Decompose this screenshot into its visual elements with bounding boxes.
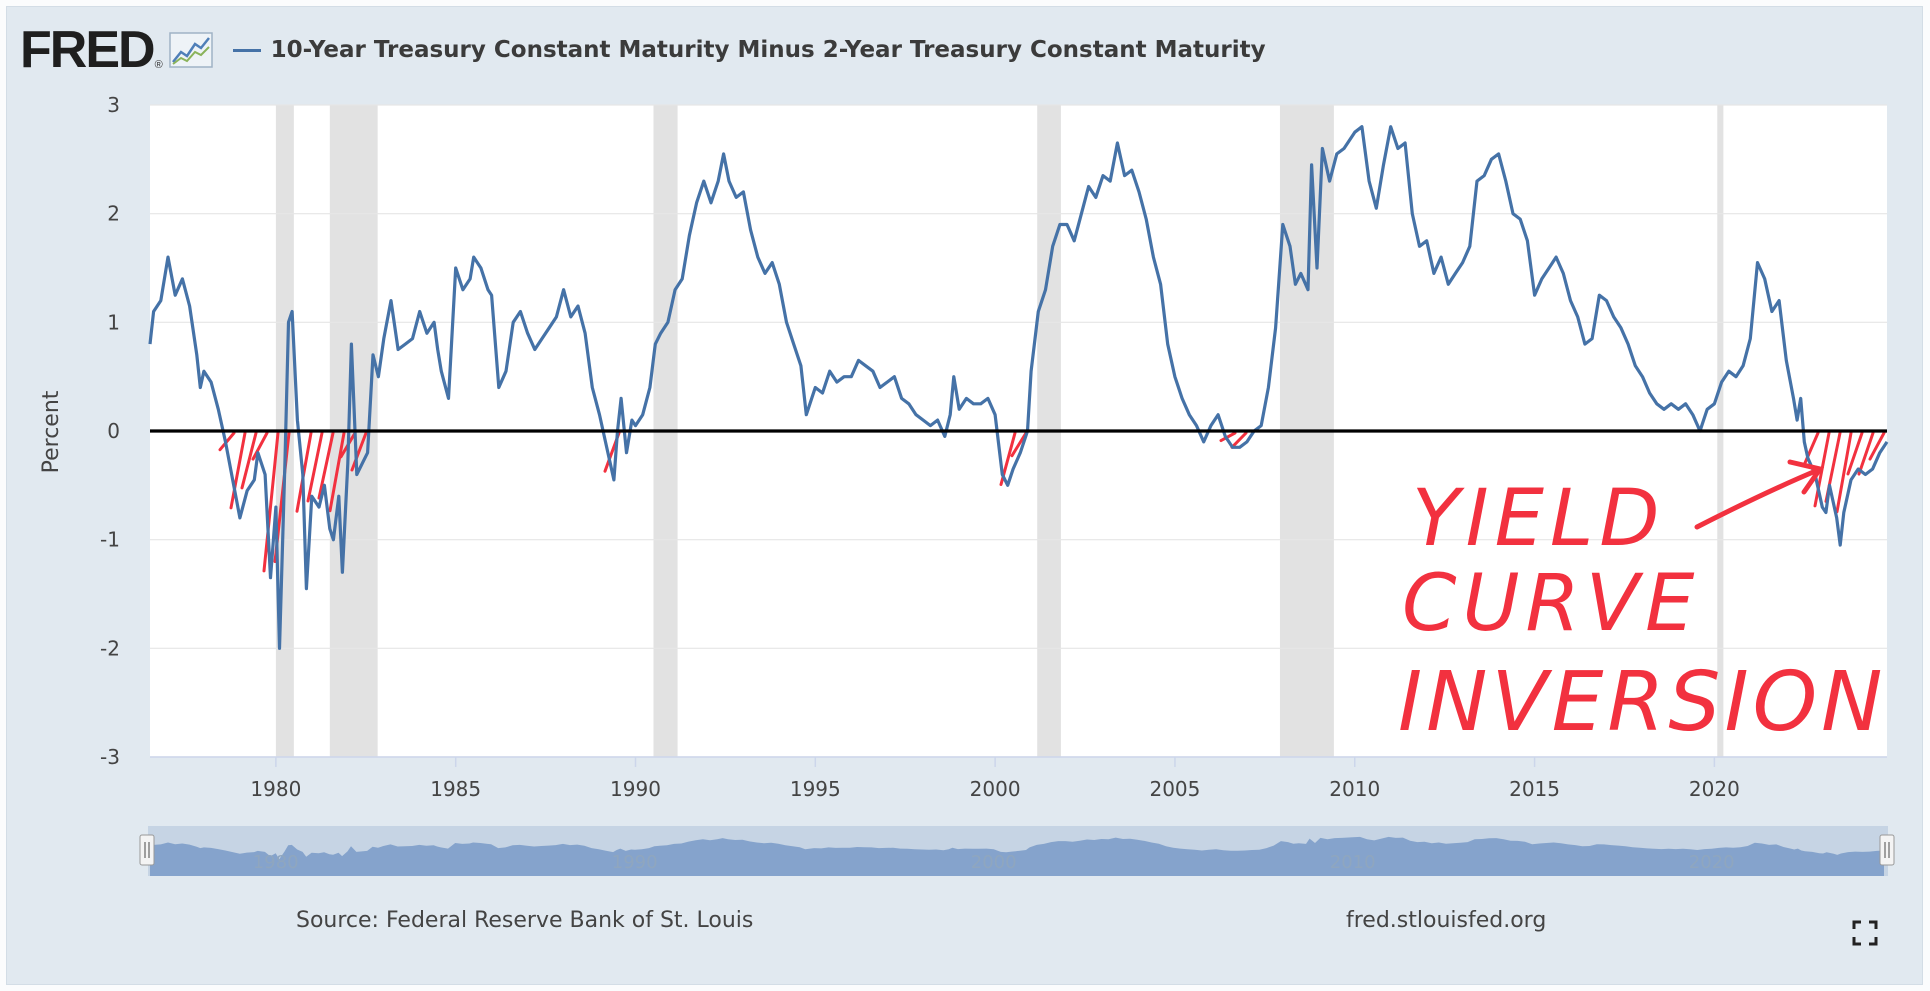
x-tick-label: 2020 — [1689, 777, 1740, 801]
y-tick-label: -2 — [100, 636, 120, 660]
y-axis-title: Percent — [39, 390, 64, 473]
hatch-stroke — [1010, 431, 1028, 458]
range-navigator[interactable]: 1980 1990 2000 2010 2020 — [139, 826, 1895, 876]
hatch-stroke — [306, 431, 324, 503]
source-text: Source: Federal Reserve Bank of St. Loui… — [296, 908, 754, 933]
hatch-stroke — [328, 431, 346, 513]
legend-line-swatch — [232, 48, 261, 52]
annotation-line-2: CURVE — [1402, 559, 1700, 649]
fred-logo[interactable]: FRED ® — [20, 20, 213, 80]
navigator-year-label: 2010 — [1330, 852, 1376, 873]
site-link[interactable]: fred.stlouisfed.org — [1346, 908, 1547, 933]
x-tick-label: 1990 — [610, 777, 661, 801]
navigator-year-label: 1980 — [253, 852, 299, 873]
x-tick-label: 2015 — [1509, 777, 1560, 801]
x-tick-label: 1980 — [250, 777, 301, 801]
fred-chart-icon — [168, 32, 213, 68]
hatch-stroke — [1868, 431, 1886, 461]
hatch-stroke — [251, 431, 269, 461]
hatch-stroke — [350, 431, 368, 472]
navigator-year-label: 2000 — [971, 852, 1017, 873]
y-tick-label: -3 — [100, 745, 120, 769]
x-tick-label: 2000 — [970, 777, 1021, 801]
x-tick-label: 1995 — [790, 777, 841, 801]
navigator-right-handle[interactable] — [1879, 834, 1895, 866]
y-tick-label: 1 — [107, 310, 120, 334]
hatch-stroke — [1219, 431, 1237, 443]
x-tick-labels: 1980 1985 1990 1995 2000 2005 2010 2015 2020 — [250, 757, 1740, 801]
hatch-stroke — [1857, 431, 1875, 476]
y-tick-label: 0 — [107, 419, 120, 443]
navigator-year-labels: 1980 1990 2000 2010 2020 — [253, 852, 1735, 873]
legend-series-title: 10-Year Treasury Constant Maturity Minus… — [270, 37, 1266, 63]
navigator-year-label: 1990 — [612, 852, 658, 873]
x-tick-label: 2005 — [1149, 777, 1200, 801]
x-tick-label: 2010 — [1329, 777, 1380, 801]
annotation-line-3: INVERSION — [1398, 655, 1887, 750]
hatch-stroke — [240, 431, 258, 490]
hatch-stroke — [262, 431, 280, 573]
hatch-stroke — [1846, 431, 1864, 476]
y-tick-label: 3 — [107, 93, 120, 117]
series-line — [148, 125, 1889, 650]
annotation-arrow — [1694, 459, 1825, 530]
hatch-stroke — [1230, 431, 1248, 449]
annotation-line-1: YIELD — [1412, 474, 1665, 564]
hatch-stroke — [229, 431, 247, 510]
x-tick-label: 1985 — [430, 777, 481, 801]
navigator-left-handle[interactable] — [139, 834, 155, 866]
y-tick-label: 2 — [107, 202, 120, 226]
fullscreen-icon[interactable] — [1852, 920, 1878, 946]
fred-logo-reg: ® — [154, 59, 163, 71]
hatch-stroke — [1835, 431, 1853, 514]
navigator-year-label: 2020 — [1689, 852, 1735, 873]
hatch-stroke — [1802, 431, 1820, 467]
header: FRED ® 10-Year Treasury Constant Maturit… — [20, 20, 1266, 80]
legend[interactable]: 10-Year Treasury Constant Maturity Minus… — [232, 37, 1266, 63]
y-tick-label: -1 — [100, 528, 120, 552]
y-tick-labels: 3 2 1 0 -1 -2 -3 — [100, 93, 120, 769]
fred-logo-text: FRED — [20, 21, 156, 79]
yield-curve-inversion-annotation: YIELD CURVE INVERSION — [1398, 459, 1887, 750]
navigator-series-area — [150, 836, 1884, 876]
hatch-stroke — [317, 431, 335, 500]
